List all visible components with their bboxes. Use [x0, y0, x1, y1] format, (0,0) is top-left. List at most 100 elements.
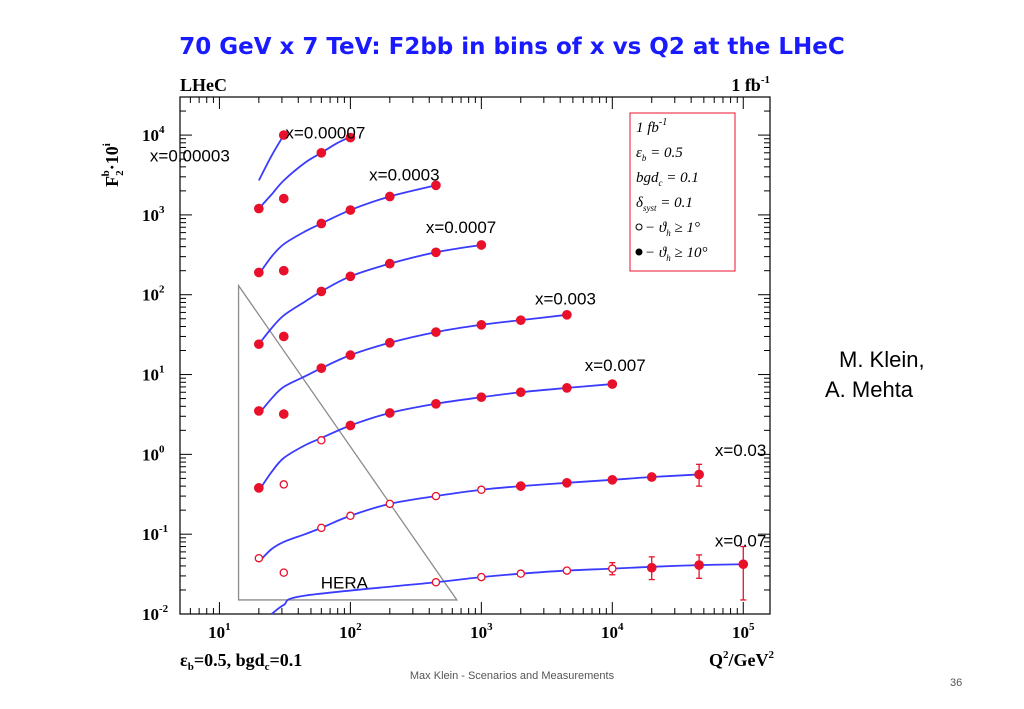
data-point-open — [431, 491, 441, 501]
data-point-filled — [384, 191, 395, 202]
data-point-filled — [278, 265, 289, 276]
data-point-open — [477, 572, 486, 582]
series-3: x=0.0007 — [253, 218, 496, 350]
x-tick-label: 104 — [601, 621, 624, 642]
y-tick-label: 10-2 — [142, 603, 169, 624]
hera-triangle — [237, 283, 459, 601]
data-point-open — [385, 499, 395, 509]
data-point-open — [254, 553, 264, 563]
legend-marker — [635, 223, 643, 231]
data-point-filled — [431, 398, 441, 409]
data-point-filled — [738, 559, 749, 570]
data-point-open — [346, 511, 355, 521]
data-point-filled — [476, 392, 487, 403]
series-label: x=0.003 — [535, 290, 596, 309]
data-point-filled — [253, 339, 264, 350]
series-2: x=0.0003 — [253, 165, 441, 278]
data-point-filled — [384, 258, 395, 269]
author-line-1: M. Klein, — [839, 347, 925, 372]
data-point-filled — [253, 406, 264, 416]
x-tick-label: 105 — [732, 621, 755, 642]
series-0: x=0.00003 — [150, 130, 289, 181]
data-point-filled — [345, 350, 356, 360]
data-point-filled — [515, 387, 526, 398]
data-point-filled — [316, 218, 327, 229]
data-point-filled — [278, 409, 289, 419]
data-point-filled — [253, 203, 264, 214]
data-point-filled — [345, 205, 356, 215]
data-point-filled — [476, 319, 487, 330]
data-point-filled — [646, 472, 657, 482]
legend-entry: 1 fb-1 — [636, 117, 667, 136]
y-axis-label: F2b·10i — [100, 143, 126, 187]
data-point-open — [516, 569, 526, 578]
series-1: x=0.00007 — [253, 124, 365, 214]
series-6: x=0.03 — [254, 441, 767, 577]
page-number: 36 — [950, 677, 963, 689]
author-line-2: A. Mehta — [825, 377, 914, 402]
data-point-filled — [316, 286, 327, 297]
data-point-filled — [694, 469, 704, 480]
legend-entry: δsyst = 0.1 — [636, 195, 693, 213]
y-tick-label: 104 — [142, 124, 165, 145]
legend-entry: − ϑh ≥ 1° — [645, 220, 700, 238]
data-point-filled — [431, 327, 441, 337]
data-point-open — [317, 436, 326, 445]
series-label: x=0.07 — [715, 532, 767, 551]
series-label: x=0.03 — [715, 441, 767, 460]
data-point-filled — [316, 363, 327, 374]
x-tick-label: 101 — [208, 621, 231, 642]
data-point-filled — [562, 383, 572, 393]
x-tick-label: 103 — [470, 621, 493, 642]
corner-label-lhec: LHeC — [180, 75, 227, 95]
slide-title: 70 GeV x 7 TeV: F2bb in bins of x vs Q2 … — [179, 34, 845, 60]
series-4: x=0.003 — [253, 290, 596, 419]
bottom-left-label: εb=0.5, bgdc=0.1 — [180, 650, 302, 673]
data-point-filled — [607, 379, 618, 389]
data-point-open — [431, 577, 441, 587]
series-curve — [270, 563, 744, 615]
hera-label: HERA — [321, 573, 369, 592]
data-point-filled — [253, 483, 264, 493]
data-point-filled — [562, 309, 572, 320]
y-tick-label: 10-1 — [142, 523, 168, 544]
data-point-open — [608, 564, 617, 573]
series-5: x=0.007 — [253, 356, 646, 493]
data-point-filled — [431, 180, 441, 191]
footer: Max Klein - Scenarios and Measurements — [409, 670, 615, 682]
x-axis-label: Q2/GeV2 — [709, 649, 775, 670]
legend-marker — [635, 248, 643, 256]
series-label: x=0.0003 — [369, 165, 439, 184]
data-point-filled — [253, 267, 264, 278]
y-tick-label: 100 — [142, 443, 165, 464]
data-point-filled — [278, 193, 289, 204]
data-point-filled — [607, 474, 618, 485]
corner-label-lumi: 1 fb-1 — [731, 74, 770, 95]
y-tick-label: 101 — [142, 364, 165, 385]
data-point-open — [279, 568, 289, 577]
data-point-filled — [384, 337, 395, 348]
data-point-filled — [384, 408, 395, 418]
data-point-filled — [476, 240, 487, 250]
data-point-filled — [316, 147, 327, 158]
data-point-filled — [278, 130, 289, 140]
authors: M. Klein, A. Mehta — [825, 345, 925, 405]
data-point-filled — [345, 132, 356, 143]
series-label: x=0.00007 — [285, 124, 365, 143]
data-point-filled — [562, 477, 572, 488]
series-7: x=0.07 — [270, 532, 767, 615]
data-point-filled — [646, 562, 657, 573]
series-label: x=0.0007 — [426, 218, 496, 237]
data-point-filled — [345, 271, 356, 282]
data-point-open — [317, 523, 326, 533]
series-curve — [258, 136, 351, 210]
data-point-filled — [515, 481, 526, 491]
data-point-open — [562, 566, 572, 575]
legend-entry: − ϑh ≥ 10° — [645, 245, 707, 263]
data-point-filled — [431, 247, 441, 258]
y-tick-label: 103 — [142, 204, 165, 225]
x-tick-label: 102 — [339, 621, 362, 642]
y-tick-label: 102 — [142, 284, 165, 305]
series-curve — [258, 313, 567, 415]
